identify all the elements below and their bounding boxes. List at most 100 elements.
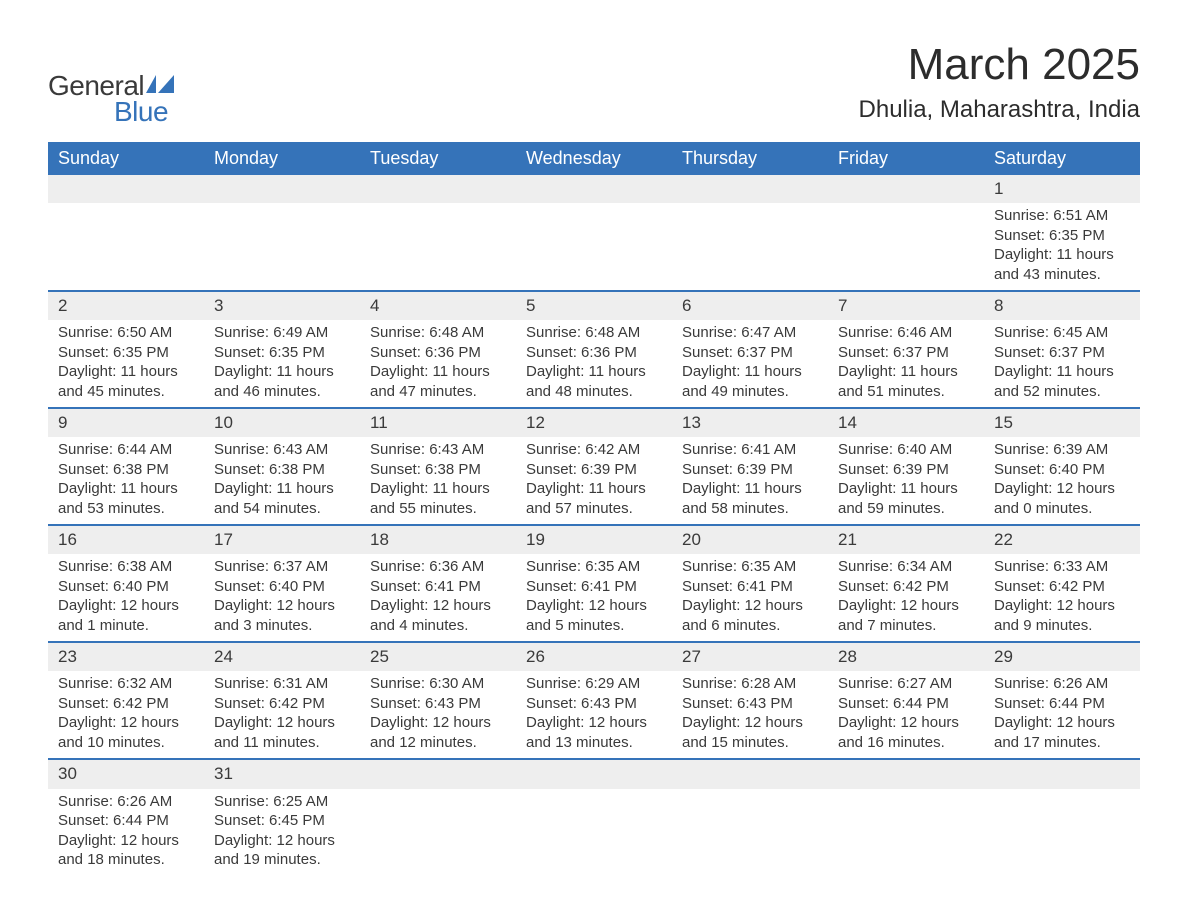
daynum-row: 23242526272829 xyxy=(48,642,1140,671)
day-content-cell: Sunrise: 6:28 AMSunset: 6:43 PMDaylight:… xyxy=(672,671,828,759)
weekday-header: Saturday xyxy=(984,142,1140,175)
sunset-text: Sunset: 6:35 PM xyxy=(58,343,194,363)
sunrise-text: Sunrise: 6:29 AM xyxy=(526,674,662,694)
empty-cell xyxy=(48,175,204,203)
content-row: Sunrise: 6:51 AMSunset: 6:35 PMDaylight:… xyxy=(48,203,1140,291)
daylight2-text: and 13 minutes. xyxy=(526,733,662,753)
sunset-text: Sunset: 6:36 PM xyxy=(370,343,506,363)
day-content-cell: Sunrise: 6:34 AMSunset: 6:42 PMDaylight:… xyxy=(828,554,984,642)
day-number-cell: 3 xyxy=(204,291,360,320)
page-header: General Blue March 2025 Dhulia, Maharash… xyxy=(48,40,1140,128)
day-number-cell: 18 xyxy=(360,525,516,554)
sunset-text: Sunset: 6:44 PM xyxy=(994,694,1130,714)
sunset-text: Sunset: 6:42 PM xyxy=(214,694,350,714)
day-number-cell: 15 xyxy=(984,408,1140,437)
day-number-cell: 4 xyxy=(360,291,516,320)
weekday-header: Monday xyxy=(204,142,360,175)
sunset-text: Sunset: 6:41 PM xyxy=(526,577,662,597)
day-content-cell: Sunrise: 6:36 AMSunset: 6:41 PMDaylight:… xyxy=(360,554,516,642)
day-number-cell: 11 xyxy=(360,408,516,437)
empty-cell xyxy=(828,759,984,788)
day-content-cell: Sunrise: 6:27 AMSunset: 6:44 PMDaylight:… xyxy=(828,671,984,759)
empty-cell xyxy=(360,789,516,876)
day-content-cell: Sunrise: 6:40 AMSunset: 6:39 PMDaylight:… xyxy=(828,437,984,525)
sunrise-text: Sunrise: 6:47 AM xyxy=(682,323,818,343)
empty-cell xyxy=(204,175,360,203)
sunrise-text: Sunrise: 6:35 AM xyxy=(526,557,662,577)
sunrise-text: Sunrise: 6:36 AM xyxy=(370,557,506,577)
daylight2-text: and 3 minutes. xyxy=(214,616,350,636)
sunrise-text: Sunrise: 6:30 AM xyxy=(370,674,506,694)
daylight1-text: Daylight: 12 hours xyxy=(214,596,350,616)
empty-cell xyxy=(48,203,204,291)
day-number-cell: 10 xyxy=(204,408,360,437)
title-block: March 2025 Dhulia, Maharashtra, India xyxy=(859,40,1140,124)
daylight2-text: and 7 minutes. xyxy=(838,616,974,636)
sunset-text: Sunset: 6:44 PM xyxy=(838,694,974,714)
sunset-text: Sunset: 6:39 PM xyxy=(682,460,818,480)
daylight2-text: and 49 minutes. xyxy=(682,382,818,402)
daylight2-text: and 45 minutes. xyxy=(58,382,194,402)
sunset-text: Sunset: 6:37 PM xyxy=(838,343,974,363)
daylight1-text: Daylight: 12 hours xyxy=(58,831,194,851)
sunrise-text: Sunrise: 6:27 AM xyxy=(838,674,974,694)
daylight1-text: Daylight: 12 hours xyxy=(526,713,662,733)
day-content-cell: Sunrise: 6:38 AMSunset: 6:40 PMDaylight:… xyxy=(48,554,204,642)
day-content-cell: Sunrise: 6:48 AMSunset: 6:36 PMDaylight:… xyxy=(516,320,672,408)
day-content-cell: Sunrise: 6:31 AMSunset: 6:42 PMDaylight:… xyxy=(204,671,360,759)
sunrise-text: Sunrise: 6:26 AM xyxy=(58,792,194,812)
empty-cell xyxy=(516,203,672,291)
sunset-text: Sunset: 6:43 PM xyxy=(682,694,818,714)
daynum-row: 16171819202122 xyxy=(48,525,1140,554)
sunset-text: Sunset: 6:43 PM xyxy=(370,694,506,714)
daylight1-text: Daylight: 11 hours xyxy=(526,479,662,499)
day-content-cell: Sunrise: 6:29 AMSunset: 6:43 PMDaylight:… xyxy=(516,671,672,759)
sunset-text: Sunset: 6:42 PM xyxy=(838,577,974,597)
daylight2-text: and 18 minutes. xyxy=(58,850,194,870)
daylight2-text: and 15 minutes. xyxy=(682,733,818,753)
day-number-cell: 23 xyxy=(48,642,204,671)
day-content-cell: Sunrise: 6:42 AMSunset: 6:39 PMDaylight:… xyxy=(516,437,672,525)
daylight2-text: and 11 minutes. xyxy=(214,733,350,753)
day-number-cell: 20 xyxy=(672,525,828,554)
day-content-cell: Sunrise: 6:33 AMSunset: 6:42 PMDaylight:… xyxy=(984,554,1140,642)
day-content-cell: Sunrise: 6:43 AMSunset: 6:38 PMDaylight:… xyxy=(360,437,516,525)
day-content-cell: Sunrise: 6:51 AMSunset: 6:35 PMDaylight:… xyxy=(984,203,1140,291)
sunset-text: Sunset: 6:35 PM xyxy=(994,226,1130,246)
empty-cell xyxy=(828,175,984,203)
daylight2-text: and 59 minutes. xyxy=(838,499,974,519)
empty-cell xyxy=(672,175,828,203)
day-number-cell: 22 xyxy=(984,525,1140,554)
empty-cell xyxy=(984,789,1140,876)
daylight2-text: and 9 minutes. xyxy=(994,616,1130,636)
sunset-text: Sunset: 6:40 PM xyxy=(214,577,350,597)
sunrise-text: Sunrise: 6:28 AM xyxy=(682,674,818,694)
sunrise-text: Sunrise: 6:43 AM xyxy=(370,440,506,460)
empty-cell xyxy=(672,203,828,291)
day-content-cell: Sunrise: 6:30 AMSunset: 6:43 PMDaylight:… xyxy=(360,671,516,759)
sunset-text: Sunset: 6:38 PM xyxy=(214,460,350,480)
sunset-text: Sunset: 6:45 PM xyxy=(214,811,350,831)
calendar-body: 1Sunrise: 6:51 AMSunset: 6:35 PMDaylight… xyxy=(48,175,1140,876)
daylight2-text: and 17 minutes. xyxy=(994,733,1130,753)
sunset-text: Sunset: 6:37 PM xyxy=(682,343,818,363)
daylight1-text: Daylight: 11 hours xyxy=(682,362,818,382)
daylight1-text: Daylight: 11 hours xyxy=(370,479,506,499)
sunrise-text: Sunrise: 6:26 AM xyxy=(994,674,1130,694)
sunrise-text: Sunrise: 6:31 AM xyxy=(214,674,350,694)
day-content-cell: Sunrise: 6:44 AMSunset: 6:38 PMDaylight:… xyxy=(48,437,204,525)
day-content-cell: Sunrise: 6:41 AMSunset: 6:39 PMDaylight:… xyxy=(672,437,828,525)
daylight1-text: Daylight: 12 hours xyxy=(682,596,818,616)
day-number-cell: 6 xyxy=(672,291,828,320)
content-row: Sunrise: 6:44 AMSunset: 6:38 PMDaylight:… xyxy=(48,437,1140,525)
sunrise-text: Sunrise: 6:39 AM xyxy=(994,440,1130,460)
empty-cell xyxy=(672,789,828,876)
daylight1-text: Daylight: 12 hours xyxy=(838,596,974,616)
empty-cell xyxy=(516,175,672,203)
empty-cell xyxy=(360,203,516,291)
logo: General Blue xyxy=(48,70,174,128)
location-text: Dhulia, Maharashtra, India xyxy=(859,96,1140,124)
sunrise-text: Sunrise: 6:38 AM xyxy=(58,557,194,577)
sunrise-text: Sunrise: 6:50 AM xyxy=(58,323,194,343)
sunset-text: Sunset: 6:43 PM xyxy=(526,694,662,714)
